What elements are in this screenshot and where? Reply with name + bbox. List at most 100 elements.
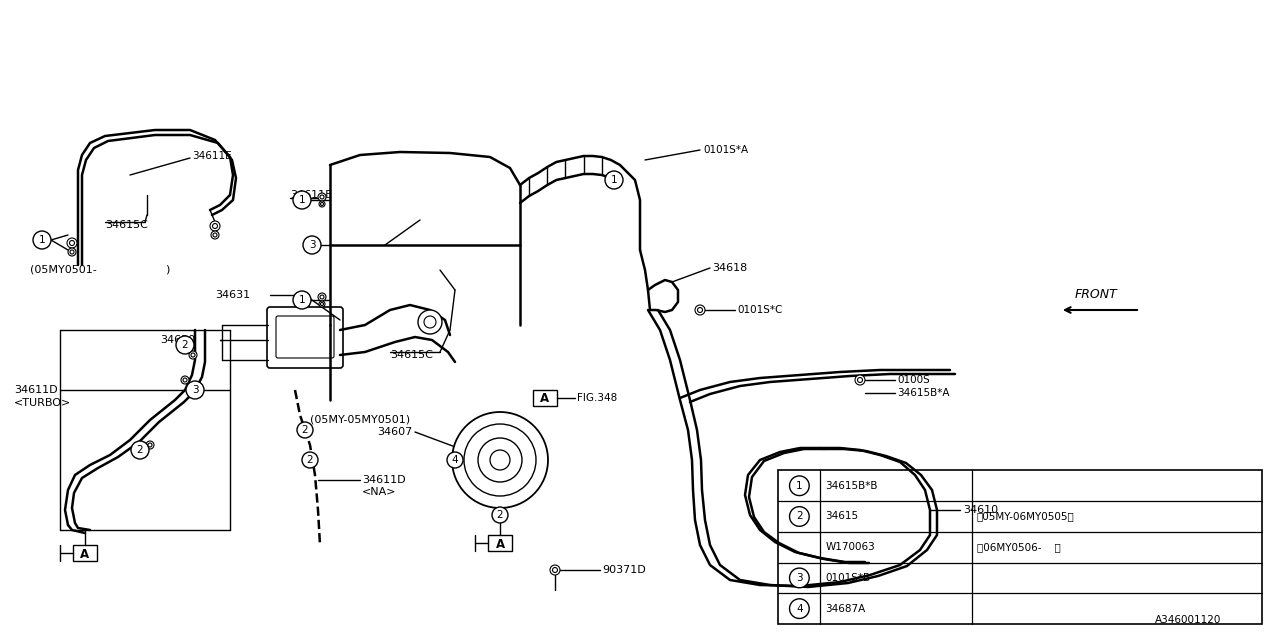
Text: 3: 3	[192, 385, 198, 395]
Circle shape	[790, 507, 809, 526]
Text: 々06MY0506-    〆: 々06MY0506- 〆	[977, 542, 1060, 552]
Text: 1: 1	[611, 175, 617, 185]
Circle shape	[320, 303, 324, 305]
Text: A346001120: A346001120	[1155, 615, 1221, 625]
Text: 2: 2	[796, 511, 803, 522]
Circle shape	[191, 353, 195, 357]
Bar	[778, 470, 1262, 624]
Circle shape	[146, 441, 154, 449]
Text: 34615B*B: 34615B*B	[826, 481, 878, 491]
Text: 34611D: 34611D	[14, 385, 58, 395]
Circle shape	[320, 202, 324, 205]
Circle shape	[69, 241, 74, 246]
Text: 34615C: 34615C	[105, 220, 148, 230]
Text: 34615B*A: 34615B*A	[897, 388, 950, 398]
Circle shape	[177, 336, 195, 354]
Circle shape	[790, 568, 809, 588]
Circle shape	[180, 376, 189, 384]
Text: W170063: W170063	[826, 542, 876, 552]
Circle shape	[317, 293, 326, 301]
Bar	[532, 390, 557, 406]
Circle shape	[70, 250, 74, 254]
Circle shape	[320, 295, 324, 299]
Text: ): )	[165, 265, 169, 275]
Text: <TURBO>: <TURBO>	[14, 398, 72, 408]
Text: <NA>: <NA>	[362, 487, 397, 497]
Circle shape	[319, 301, 325, 307]
Circle shape	[210, 221, 220, 231]
Circle shape	[790, 476, 809, 495]
Circle shape	[67, 238, 77, 248]
Text: FRONT: FRONT	[1075, 289, 1117, 301]
Circle shape	[297, 422, 314, 438]
Circle shape	[550, 565, 561, 575]
Text: 34615: 34615	[826, 511, 859, 522]
Circle shape	[447, 452, 463, 468]
Text: 4: 4	[796, 604, 803, 614]
Text: 34610: 34610	[963, 505, 998, 515]
Bar	[488, 535, 512, 551]
Text: 2: 2	[302, 425, 308, 435]
Text: A: A	[495, 538, 504, 550]
Text: 1: 1	[298, 295, 306, 305]
Text: 34607: 34607	[376, 427, 412, 437]
Text: 34631: 34631	[215, 290, 250, 300]
Text: 4: 4	[452, 455, 458, 465]
Text: 34611D: 34611D	[362, 475, 406, 485]
Circle shape	[424, 316, 436, 328]
Circle shape	[698, 307, 703, 312]
Circle shape	[33, 231, 51, 249]
Circle shape	[605, 171, 623, 189]
Circle shape	[452, 412, 548, 508]
Circle shape	[212, 223, 218, 228]
Text: A: A	[81, 547, 90, 561]
Circle shape	[68, 248, 76, 256]
Text: 々05MY-06MY0505〆: 々05MY-06MY0505〆	[977, 511, 1074, 522]
Circle shape	[302, 452, 317, 468]
Circle shape	[858, 378, 863, 383]
Text: 1: 1	[298, 195, 306, 205]
Circle shape	[189, 351, 197, 359]
Text: A: A	[540, 392, 549, 406]
Text: 1: 1	[796, 481, 803, 491]
Circle shape	[790, 599, 809, 618]
Text: 34687A: 34687A	[826, 604, 865, 614]
Text: 34611E: 34611E	[291, 190, 332, 200]
Circle shape	[855, 375, 865, 385]
Circle shape	[293, 191, 311, 209]
Circle shape	[317, 193, 326, 201]
Text: 90371D: 90371D	[602, 565, 645, 575]
Text: 2: 2	[182, 340, 188, 350]
Text: 0101S*A: 0101S*A	[703, 145, 748, 155]
Circle shape	[186, 381, 204, 399]
Text: 0101S*B: 0101S*B	[826, 573, 870, 583]
Circle shape	[477, 438, 522, 482]
Circle shape	[319, 201, 325, 207]
Circle shape	[320, 195, 324, 199]
Text: 0101S*C: 0101S*C	[737, 305, 782, 315]
Text: (05MY0501-: (05MY0501-	[29, 265, 97, 275]
Circle shape	[148, 443, 152, 447]
Text: 34611E: 34611E	[192, 151, 232, 161]
Circle shape	[419, 310, 442, 334]
Circle shape	[490, 450, 509, 470]
Circle shape	[293, 291, 311, 309]
Circle shape	[211, 231, 219, 239]
Text: 1: 1	[38, 235, 45, 245]
Text: 3: 3	[796, 573, 803, 583]
Text: 2: 2	[307, 455, 314, 465]
Text: 2: 2	[137, 445, 143, 455]
Text: 3: 3	[308, 240, 315, 250]
Circle shape	[553, 568, 558, 573]
Circle shape	[131, 441, 148, 459]
Text: 34630: 34630	[160, 335, 195, 345]
Circle shape	[212, 233, 218, 237]
Text: 0100S: 0100S	[897, 375, 929, 385]
Text: (05MY-05MY0501): (05MY-05MY0501)	[310, 415, 410, 425]
Text: 2: 2	[497, 510, 503, 520]
Text: 34615C: 34615C	[390, 350, 433, 360]
Bar	[73, 545, 97, 561]
Circle shape	[492, 507, 508, 523]
Circle shape	[465, 424, 536, 496]
Text: FIG.348: FIG.348	[577, 393, 617, 403]
